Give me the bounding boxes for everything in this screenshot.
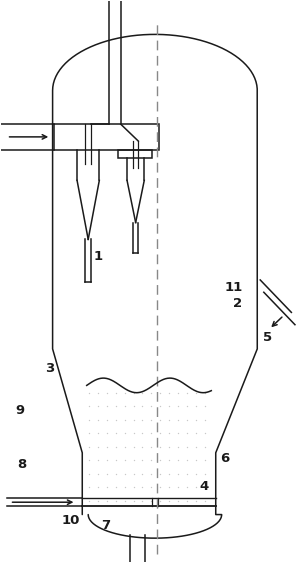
Text: 3: 3 xyxy=(45,362,54,375)
Text: 1: 1 xyxy=(94,250,103,263)
Bar xyxy=(118,150,152,158)
Text: 8: 8 xyxy=(17,458,27,471)
Text: 2: 2 xyxy=(233,297,243,310)
Text: 4: 4 xyxy=(199,480,209,493)
Text: 7: 7 xyxy=(101,519,111,532)
Text: 11: 11 xyxy=(224,280,243,294)
Text: 6: 6 xyxy=(220,452,229,465)
Text: 5: 5 xyxy=(263,331,272,344)
Text: 10: 10 xyxy=(61,513,80,526)
Text: 9: 9 xyxy=(15,404,24,417)
Bar xyxy=(54,124,159,150)
